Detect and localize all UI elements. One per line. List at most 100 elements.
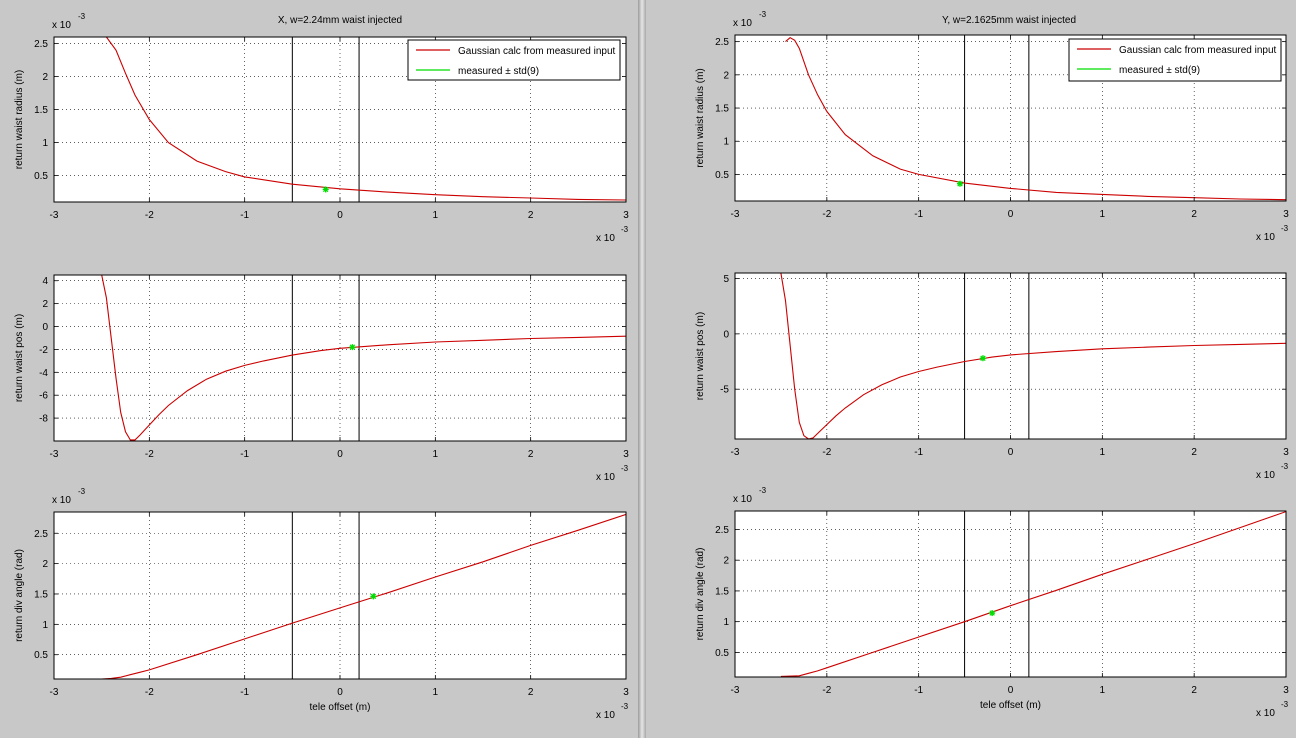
- y-multiplier-exponent: -3: [78, 487, 86, 496]
- measured-marker-d2: [370, 593, 377, 600]
- y-axis-label: return div angle (rad): [14, 549, 25, 642]
- x-tick-label: 3: [1283, 685, 1289, 696]
- y-tick-label: 1: [723, 137, 729, 148]
- figure-left-canvas: X, w=2.24mm waist injected -3 -2 -1 0 1 2 3 0.5 1…: [14, 12, 629, 721]
- x-tick-label: 2: [1191, 447, 1197, 458]
- x-tick-label: -1: [914, 209, 923, 220]
- x-tick-label: 0: [337, 449, 343, 460]
- x-tick-label: 0: [337, 687, 343, 698]
- panel-1: -3 -2 -1 0 1 2 3 0.5 1 1.5 2 2.5 x 10 -3 x 10 -3 return …: [14, 12, 629, 244]
- x-multiplier-exponent: -3: [621, 464, 629, 473]
- measured-marker-d2: [980, 355, 986, 361]
- panel-2: -3 -2 -1 0 1 2 3 -5 0 5 x 10 -3 return waist pos (m): [695, 272, 1289, 481]
- x-tick-label: 0: [1008, 209, 1014, 220]
- x-multiplier-label: x 10: [596, 710, 615, 721]
- data-point-measured: [370, 593, 377, 600]
- y-tick-label: 1.5: [34, 105, 48, 116]
- data-point-measured: [349, 344, 356, 351]
- data-point-measured: [956, 180, 963, 187]
- y-tick-label: 2.5: [715, 525, 729, 536]
- x-tick-label: -2: [822, 685, 831, 696]
- x-tick-label: -2: [822, 447, 831, 458]
- plot-area: [735, 511, 1286, 677]
- figure-left: X, w=2.24mm waist injected -3 -2 -1 0 1 2 3 0.5 1…: [0, 0, 638, 738]
- x-tick-label: 2: [528, 687, 534, 698]
- y-axis-label: return waist pos (m): [695, 312, 706, 400]
- x-tick-label: 1: [1100, 685, 1106, 696]
- figure-right: Y, w=2.1625mm waist injected -3 -2 -1 0 1 2 3 0.…: [646, 0, 1296, 738]
- x-tick-label: -3: [50, 687, 59, 698]
- x-tick-label: 2: [528, 449, 534, 460]
- legend-box: [407, 39, 621, 81]
- y-axis-label: return waist pos (m): [14, 314, 25, 402]
- x-tick-label: -1: [240, 210, 249, 221]
- x-tick-label: -3: [731, 447, 740, 458]
- x-tick-label: 3: [623, 687, 629, 698]
- x-tick-label: -3: [731, 685, 740, 696]
- y-tick-label: 2.5: [34, 529, 48, 540]
- series-line-model: [785, 37, 1286, 201]
- legend-label-model: Gaussian calc from measured input: [1119, 45, 1277, 56]
- x-tick-label: 1: [1100, 209, 1106, 220]
- x-multiplier-exponent: -3: [1281, 462, 1289, 471]
- x-tick-label: 3: [623, 210, 629, 221]
- y-multiplier-label: x 10: [52, 20, 71, 31]
- panel-3: -3 -2 -1 0 1 2 3 0.5 1 1.5 2 2.5 x 10 -3 x 10 -3 return …: [14, 487, 629, 721]
- x-tick-label: 1: [433, 210, 439, 221]
- x-tick-label: 1: [433, 449, 439, 460]
- y-tick-label: 0: [42, 322, 48, 333]
- y-tick-label: 0: [723, 329, 729, 340]
- x-multiplier-exponent: -3: [621, 225, 629, 234]
- series-line-model: [105, 37, 626, 201]
- x-tick-label: 2: [528, 210, 534, 221]
- x-tick-label: 0: [1008, 447, 1014, 458]
- x-tick-label: -2: [822, 209, 831, 220]
- y-tick-label: -4: [39, 368, 48, 379]
- series-line-model: [780, 511, 1286, 677]
- data-point-measured: [322, 186, 329, 193]
- y-multiplier-exponent: -3: [759, 10, 767, 19]
- x-tick-label: 1: [433, 687, 439, 698]
- x-tick-label: 0: [337, 210, 343, 221]
- x-tick-label: 3: [623, 449, 629, 460]
- y-axis-label: return div angle (rad): [695, 548, 706, 641]
- chart-title: X, w=2.24mm waist injected: [278, 15, 402, 26]
- y-tick-label: -8: [39, 414, 48, 425]
- y-tick-label: 2: [723, 70, 729, 81]
- y-tick-label: 1: [42, 620, 48, 631]
- x-tick-label: 2: [1191, 209, 1197, 220]
- x-tick-label: -1: [240, 687, 249, 698]
- panel-2: -3 -2 -1 0 1 2 3 -8 -6 -4 -2 0 2 4 x 10 -3 return waist …: [14, 274, 629, 483]
- x-tick-label: -1: [914, 685, 923, 696]
- y-multiplier-label: x 10: [52, 495, 71, 506]
- x-tick-label: 2: [1191, 685, 1197, 696]
- y-tick-label: 1.5: [715, 104, 729, 115]
- data-point-measured: [989, 610, 996, 617]
- y-tick-label: 2: [723, 556, 729, 567]
- y-tick-label: -2: [39, 345, 48, 356]
- y-multiplier-label: x 10: [733, 18, 752, 29]
- window-divider[interactable]: [638, 0, 646, 738]
- y-tick-label: 2: [42, 559, 48, 570]
- panel-1: -3 -2 -1 0 1 2 3 0.5 1 1.5 2 2.5 x 10 -3 x 10 -3 return …: [695, 10, 1289, 243]
- x-axis-label: tele offset (m): [310, 702, 371, 713]
- y-tick-label: 1.5: [715, 586, 729, 597]
- legend-label-measured: measured ± std(9): [458, 66, 539, 77]
- y-tick-label: 5: [723, 274, 729, 285]
- x-tick-label: 3: [1283, 447, 1289, 458]
- x-tick-label: -2: [145, 687, 154, 698]
- y-tick-label: 2: [42, 299, 48, 310]
- series-line-model: [780, 273, 1286, 439]
- plot-area: [54, 275, 626, 441]
- legend-label-model: Gaussian calc from measured input: [458, 46, 616, 57]
- y-axis-label: return waist radius (m): [14, 70, 25, 169]
- x-multiplier-exponent: -3: [1281, 700, 1289, 709]
- y-tick-label: -6: [39, 391, 48, 402]
- measured-marker-d2: [349, 344, 356, 350]
- y-tick-label: 2: [42, 72, 48, 83]
- y-multiplier-exponent: -3: [78, 12, 86, 21]
- y-tick-label: 1: [723, 617, 729, 628]
- data-point-measured: [979, 355, 986, 362]
- x-multiplier-label: x 10: [1256, 232, 1275, 243]
- y-axis-label: return waist radius (m): [695, 68, 706, 167]
